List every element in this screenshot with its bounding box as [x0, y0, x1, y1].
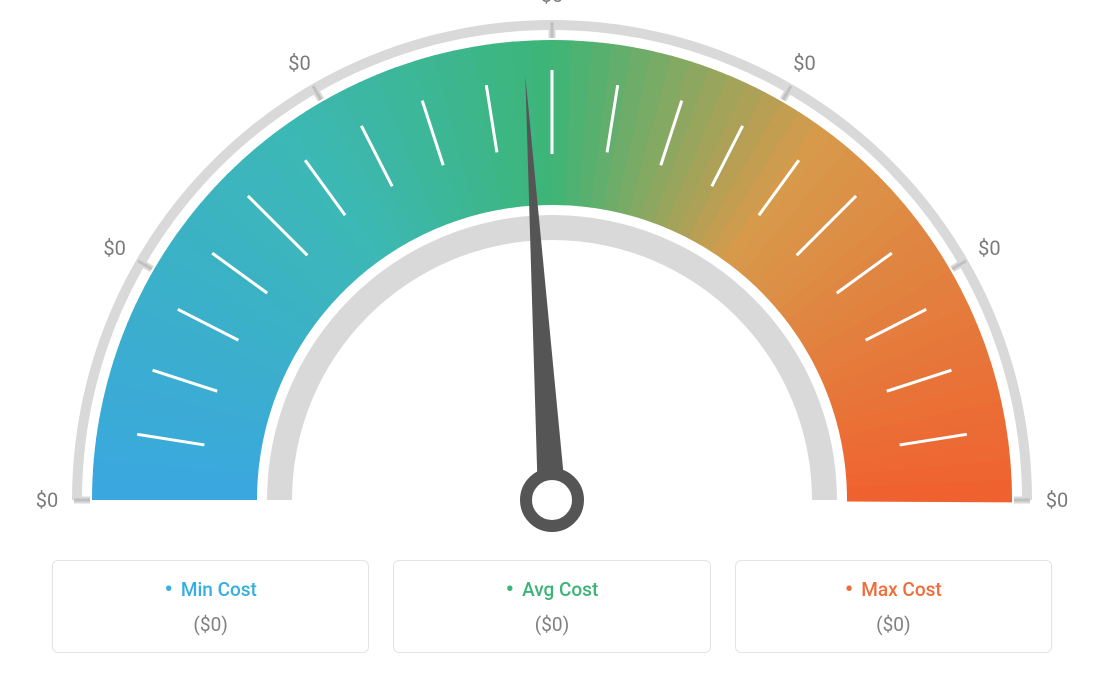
legend-row: Min Cost ($0) Avg Cost ($0) Max Cost ($0…	[52, 560, 1052, 653]
gauge-chart: $0 $0 $0 $0 $0 $0 $0	[0, 0, 1104, 560]
gauge-axis-label: $0	[288, 51, 310, 75]
legend-card-min: Min Cost ($0)	[52, 560, 369, 653]
gauge-axis-label: $0	[103, 236, 125, 260]
legend-title-avg: Avg Cost	[404, 575, 699, 603]
gauge-axis-label: $0	[36, 488, 58, 512]
legend-card-max: Max Cost ($0)	[735, 560, 1052, 653]
legend-value-min: ($0)	[63, 613, 358, 636]
legend-value-max: ($0)	[746, 613, 1041, 636]
gauge-axis-label: $0	[1046, 488, 1068, 512]
gauge-axis-label: $0	[541, 0, 563, 7]
gauge-axis-label: $0	[793, 51, 815, 75]
legend-card-avg: Avg Cost ($0)	[393, 560, 710, 653]
legend-title-min: Min Cost	[63, 575, 358, 603]
legend-title-max: Max Cost	[746, 575, 1041, 603]
legend-value-avg: ($0)	[404, 613, 699, 636]
gauge-svg	[0, 0, 1104, 560]
gauge-axis-label: $0	[978, 236, 1000, 260]
